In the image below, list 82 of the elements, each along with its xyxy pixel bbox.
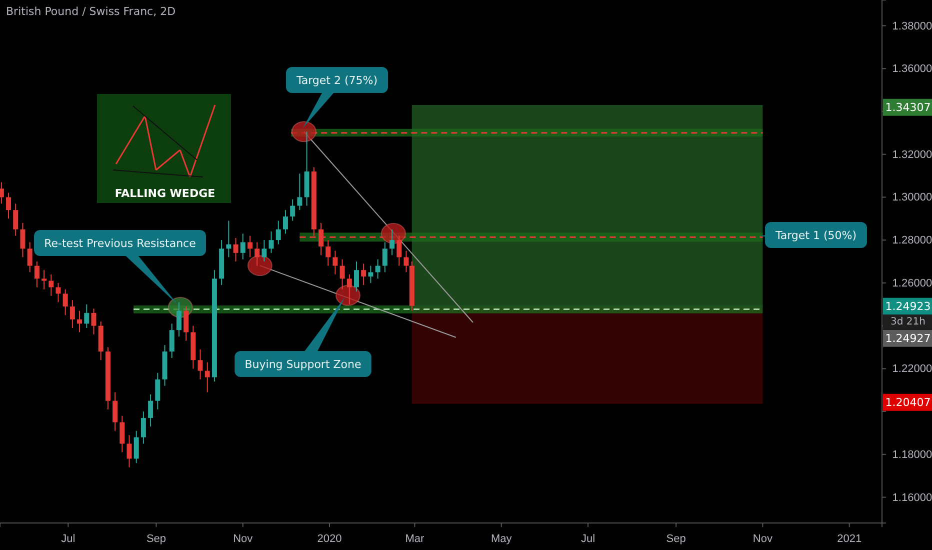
candlestick xyxy=(340,258,345,290)
candlestick xyxy=(155,372,160,410)
candlestick xyxy=(226,220,232,258)
x-tick-label: Nov xyxy=(752,533,773,546)
candlestick xyxy=(282,210,288,234)
x-tick-label: Jul xyxy=(580,533,596,546)
candlestick xyxy=(396,235,402,266)
candlestick xyxy=(184,306,189,342)
point xyxy=(247,255,272,276)
candlestick xyxy=(84,304,90,328)
text: 1.34307 xyxy=(885,100,931,114)
candlestick xyxy=(198,348,203,380)
candlestick xyxy=(375,258,380,280)
candlestick xyxy=(354,261,359,292)
x-tick-label: Sep xyxy=(146,533,166,546)
candlestick xyxy=(112,392,118,432)
candlestick xyxy=(62,288,68,316)
y-tick-label: 1.16000 xyxy=(892,492,932,504)
text: 1.24927 xyxy=(885,332,931,345)
candlestick xyxy=(140,411,146,444)
candlestick xyxy=(390,228,394,256)
x-tick-label: Nov xyxy=(233,533,254,546)
candlestick xyxy=(134,430,139,464)
candlestick xyxy=(346,274,352,305)
y-tick-label: 1.18000 xyxy=(892,448,932,461)
candlestick xyxy=(326,240,331,266)
candlestick xyxy=(6,192,12,220)
point xyxy=(335,284,360,306)
candlestick xyxy=(204,362,210,393)
candlestick xyxy=(361,263,366,286)
candlestick xyxy=(34,261,40,288)
y-tick-label: 1.30000 xyxy=(892,192,932,204)
annotation: Target 1 (50%) xyxy=(774,228,857,242)
candlestick xyxy=(0,182,4,204)
candlestick xyxy=(297,173,302,211)
candlestick xyxy=(382,242,388,273)
x-tick-label: Jul xyxy=(61,533,76,546)
point xyxy=(291,121,316,142)
text: 3d 21h xyxy=(890,316,926,328)
candlestick xyxy=(276,220,281,245)
candlestick xyxy=(20,222,26,258)
annotation: Buying Support Zone xyxy=(244,358,362,371)
candlestick xyxy=(91,308,96,335)
candlestick xyxy=(126,434,132,468)
candlestick xyxy=(332,250,338,275)
text: 1.20407 xyxy=(885,396,931,409)
y-tick-label: 1.22000 xyxy=(892,363,932,376)
candlestick xyxy=(254,242,260,266)
candlestick xyxy=(169,323,174,358)
annotation: Re-test Previous Resistance xyxy=(44,236,196,250)
x-tick-label: 2020 xyxy=(317,533,342,546)
candlestick xyxy=(268,230,274,254)
candlestick xyxy=(70,300,75,328)
candlestick xyxy=(42,270,47,290)
candlestick xyxy=(148,394,154,428)
candlestick xyxy=(77,310,82,333)
candlestick xyxy=(120,415,125,453)
candlestick xyxy=(56,282,61,303)
text: British Pound / Swiss Franc, 2D xyxy=(6,5,176,18)
candlestick xyxy=(176,302,182,338)
y-tick-label: 1.28000 xyxy=(892,234,932,247)
x-tick-label: Mar xyxy=(405,533,425,546)
candlestick xyxy=(27,242,32,273)
candlestick xyxy=(368,265,374,284)
y-tick-label: 1.32000 xyxy=(892,148,932,161)
candlestick xyxy=(290,198,296,222)
y-tick-label: 1.36000 xyxy=(892,63,932,76)
candlestick xyxy=(247,235,252,258)
y-tick-label: 1.26000 xyxy=(892,277,932,290)
candlestick xyxy=(404,250,409,273)
candlestick xyxy=(48,274,54,296)
x-tick-label: 2021 xyxy=(837,533,862,546)
x-tick-label: May xyxy=(490,533,512,546)
candlestick xyxy=(262,240,267,262)
annotation: Target 2 (75%) xyxy=(295,74,378,87)
text: 1.24923 xyxy=(885,300,931,313)
annotation: FALLING WEDGE xyxy=(114,187,216,200)
candlestick xyxy=(240,233,246,260)
x-tick-label: Sep xyxy=(666,533,686,546)
y-tick-label: 1.38000 xyxy=(892,20,932,32)
candlestick xyxy=(233,237,238,262)
candlestick xyxy=(13,203,18,236)
